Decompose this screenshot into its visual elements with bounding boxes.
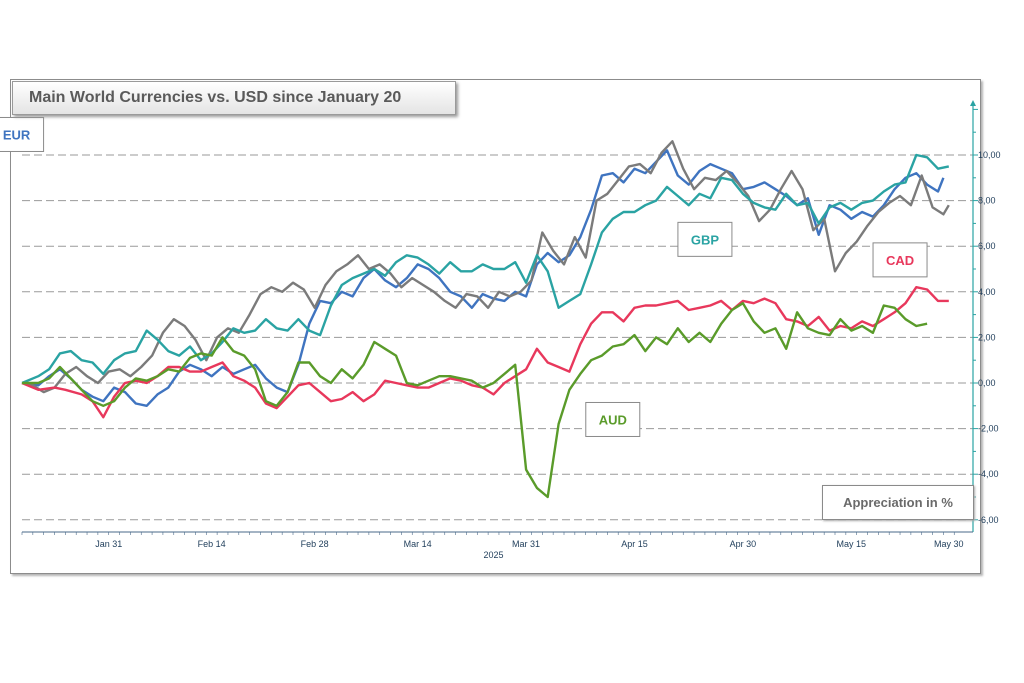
label-box-gbp (677, 221, 733, 257)
y-tick-label: -2,00 (978, 424, 999, 434)
x-year-label: 2025 (484, 550, 504, 560)
x-tick-label: Mar 14 (404, 539, 432, 549)
series-label-aud: AUD (599, 412, 627, 427)
y-tick-label: 6,00 (978, 241, 996, 251)
series-line-gbp (21, 153, 950, 385)
series-line-eur (21, 149, 945, 407)
x-tick-label: Mar 31 (512, 539, 540, 549)
series-label-eur: EUR (3, 127, 31, 142)
x-tick-label: May 15 (837, 539, 867, 549)
series-line-cad (21, 286, 949, 419)
y-axis-arrow (970, 100, 976, 106)
series-line-aud (22, 302, 928, 499)
x-tick-label: Apr 15 (621, 539, 648, 549)
label-box-aud (585, 401, 641, 437)
x-tick-label: Apr 30 (730, 539, 757, 549)
y-tick-label: 8,00 (978, 196, 996, 206)
series-label-cad: CAD (886, 253, 914, 268)
x-tick-label: Feb 28 (301, 539, 329, 549)
series-labels: EURJPYGBPCADAUD (0, 116, 928, 437)
chart-title: Main World Currencies vs. USD since Janu… (12, 81, 456, 115)
y-tick-label: 4,00 (978, 287, 996, 297)
annotation-text: Appreciation in % (843, 495, 953, 510)
chart-frame (10, 79, 981, 574)
y-tick-label: -6,00 (978, 515, 999, 525)
y-tick-label: 10,00 (978, 150, 1001, 160)
y-tick-label: -4,00 (978, 469, 999, 479)
series-label-gbp: GBP (691, 232, 720, 247)
label-box-cad (872, 242, 928, 278)
axes: -6,00 -4,00 -2,00 0,00 2,00 4,00 6,00 8,00 10,00… (21, 100, 1001, 560)
x-tick-label: Feb 14 (198, 539, 226, 549)
x-tick-label: May 30 (934, 539, 964, 549)
series-line-jpy (21, 140, 950, 394)
gridlines (22, 154, 973, 521)
y-tick-label: 0,00 (978, 378, 996, 388)
y-tick-label: 2,00 (978, 332, 996, 342)
annotation-box: Appreciation in % (822, 485, 974, 520)
series-lines (21, 140, 950, 499)
x-tick-label: Jan 31 (95, 539, 122, 549)
label-box-eur (0, 116, 45, 152)
